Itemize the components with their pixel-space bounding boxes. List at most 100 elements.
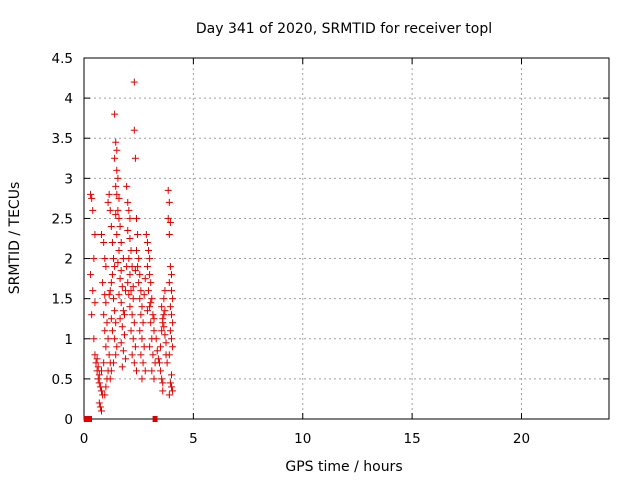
data-point [136,295,144,303]
data-point [143,307,151,315]
data-point [168,311,175,319]
data-point [112,319,120,327]
x-tick-label: 5 [189,431,198,447]
data-point [158,327,166,335]
data-point [136,327,144,335]
data-point [117,239,125,247]
data-point [98,387,105,395]
data-point [148,295,156,303]
data-point [147,299,155,307]
data-point [122,355,130,363]
data-point [126,214,134,222]
data-point [111,154,119,162]
data-point [150,375,158,383]
data-point [165,198,173,206]
data-point [147,319,155,327]
data-point [91,351,99,359]
data-point [113,166,121,174]
data-point [105,351,113,359]
data-point [111,307,119,315]
y-tick-label: 3.5 [52,131,73,147]
data-point [125,291,133,299]
data-point [110,295,118,303]
y-tick-labels: 0 0.5 1 1.5 2 2.5 3 3.5 4 4.5 [52,51,73,428]
data-point [162,339,170,347]
data-point [166,218,174,226]
data-point [120,311,128,319]
data-point [88,194,96,202]
x-axis-title: GPS time / hours [285,459,402,475]
data-point [99,279,107,287]
data-point [102,383,110,391]
zero-marker [152,416,158,422]
data-point [118,283,126,291]
data-point [106,375,114,383]
data-point [130,359,138,367]
data-points [83,78,177,422]
data-point [128,351,136,359]
data-point [103,319,111,327]
data-point [93,355,101,363]
data-point [130,78,138,86]
data-point [112,351,120,359]
data-point [133,214,140,222]
data-point [90,255,98,263]
x-tick-label: 0 [80,431,89,447]
data-point [148,367,156,375]
data-point [126,235,134,242]
data-point [168,287,175,295]
data-point [149,351,157,359]
data-point [113,190,121,198]
data-point [117,339,125,347]
data-point [145,287,153,295]
data-point [145,247,153,255]
y-tick-label: 2.5 [52,211,73,227]
data-point [102,263,110,271]
data-point [88,311,96,319]
data-point [110,359,118,367]
data-point [131,267,139,275]
data-point [155,359,163,367]
data-point [133,367,140,375]
data-point [160,295,168,303]
data-point [112,210,120,218]
data-point [101,327,109,335]
data-point [139,359,147,367]
data-point [89,206,97,214]
data-point [98,367,105,375]
data-point [111,263,119,271]
data-point [95,371,103,379]
data-point [101,255,109,263]
data-point [94,375,102,383]
data-point [136,271,144,279]
data-point [91,230,99,238]
data-point [158,303,166,311]
data-point [165,279,173,287]
y-tick-label: 0 [64,412,73,428]
data-point [123,182,131,190]
data-point [161,331,169,339]
data-point [129,335,137,343]
data-point [166,263,174,271]
data-point [115,247,123,255]
data-point [158,375,166,383]
data-point [128,311,136,319]
y-tick-label: 1.5 [52,292,73,308]
x-tick-label: 20 [513,431,530,447]
data-point [164,186,172,194]
data-point [159,315,167,323]
data-point [118,323,126,331]
data-point [146,271,154,279]
data-point [92,359,100,367]
data-point [105,291,113,299]
data-point [120,331,128,339]
y-tick-label: 4 [64,91,73,107]
data-point [131,343,139,351]
data-point [127,287,135,295]
data-point [116,275,124,283]
data-point [160,323,168,331]
data-point [143,239,151,247]
data-point [87,271,95,279]
data-point [113,146,121,154]
y-tick-label: 3 [64,171,73,187]
